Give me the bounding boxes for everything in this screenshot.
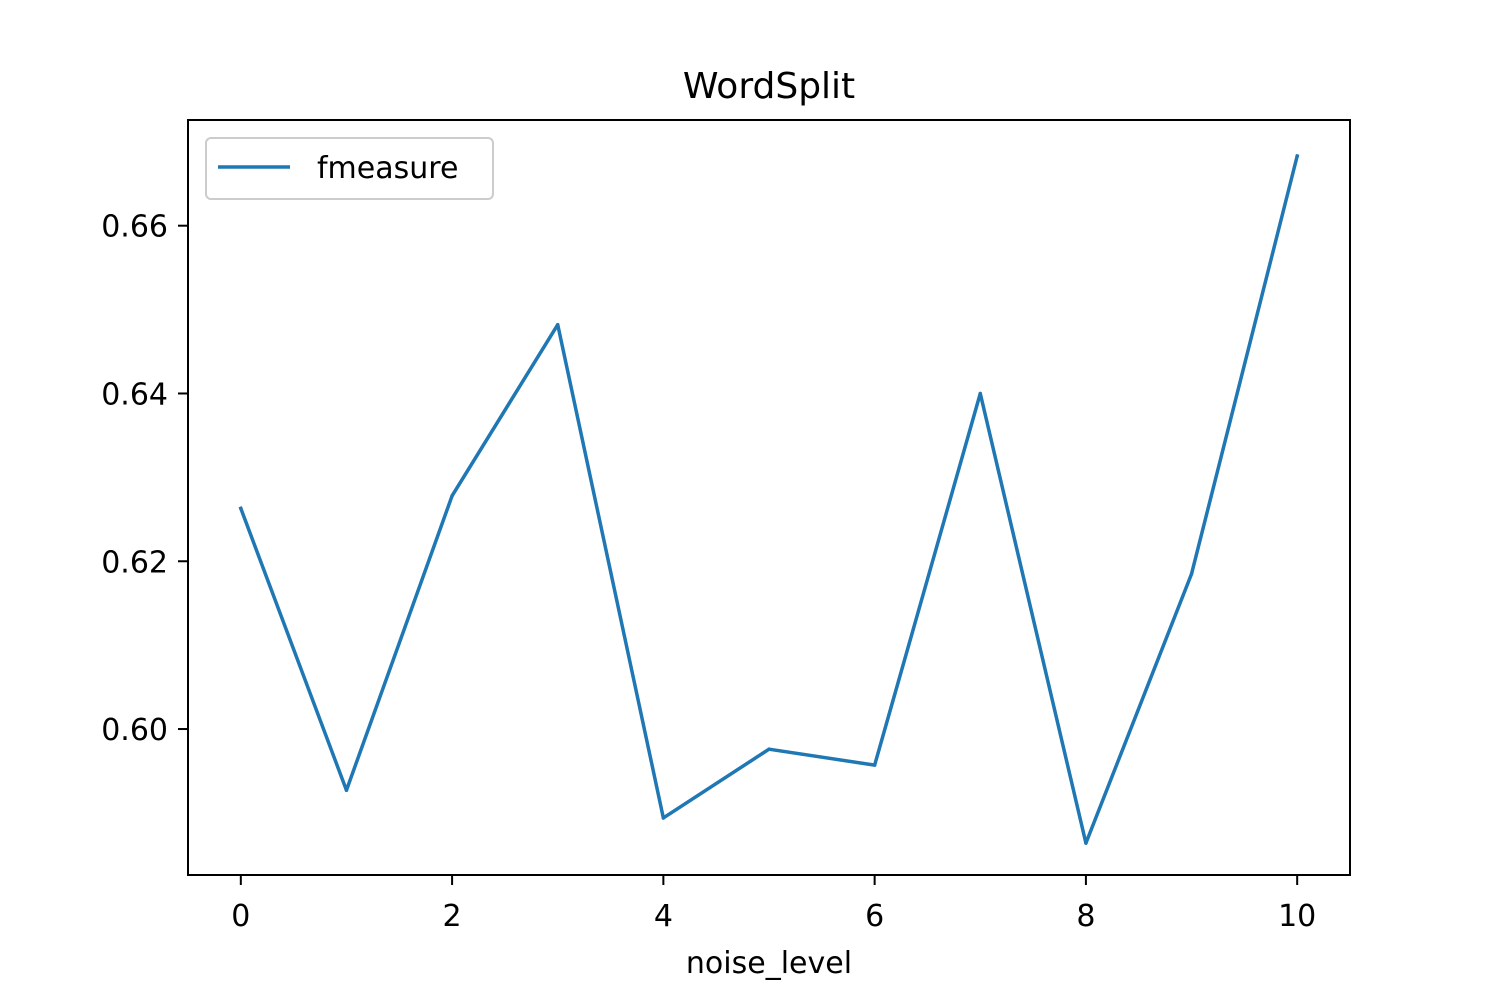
x-axis: 0 2 4 6 8 10 <box>231 875 1316 934</box>
data-point-fmeasure-10 <box>1295 154 1299 158</box>
x-tick-label-8: 8 <box>1076 899 1095 934</box>
plot-background <box>188 120 1350 875</box>
plot-frame <box>187 119 1351 876</box>
chart-title: WordSplit <box>683 66 855 107</box>
x-tick-label-4: 4 <box>654 899 673 934</box>
y-tick-label-0.60: 0.60 <box>101 713 168 748</box>
legend: fmeasure <box>205 137 494 200</box>
data-point-fmeasure-9 <box>1189 572 1194 576</box>
x-tick-label-10: 10 <box>1278 899 1316 934</box>
y-axis: 0.60 0.62 0.64 0.66 <box>101 210 188 748</box>
data-point-fmeasure-0 <box>239 506 243 511</box>
data-point-fmeasure-7 <box>978 391 983 396</box>
x-tick-label-6: 6 <box>865 899 884 934</box>
data-point-fmeasure-8 <box>1084 841 1088 845</box>
x-tick-label-0: 0 <box>231 899 250 934</box>
series-layer <box>238 153 1300 845</box>
data-point-fmeasure-4 <box>661 816 666 820</box>
y-tick-label-0.62: 0.62 <box>101 545 168 580</box>
plot-area <box>188 120 1350 875</box>
x-tick-label-2: 2 <box>443 899 462 934</box>
legend-box <box>205 137 494 200</box>
y-tick-label-0.64: 0.64 <box>101 377 168 412</box>
data-point-fmeasure-3 <box>555 322 560 327</box>
y-tick-label-0.66: 0.66 <box>101 210 168 245</box>
data-point-fmeasure-2 <box>450 494 454 498</box>
data-point-fmeasure-5 <box>767 747 771 751</box>
x-axis-label: noise_level <box>686 946 852 981</box>
data-point-fmeasure-1 <box>344 788 349 793</box>
legend-label-fmeasure: fmeasure <box>317 151 458 186</box>
data-point-fmeasure-6 <box>872 763 877 767</box>
